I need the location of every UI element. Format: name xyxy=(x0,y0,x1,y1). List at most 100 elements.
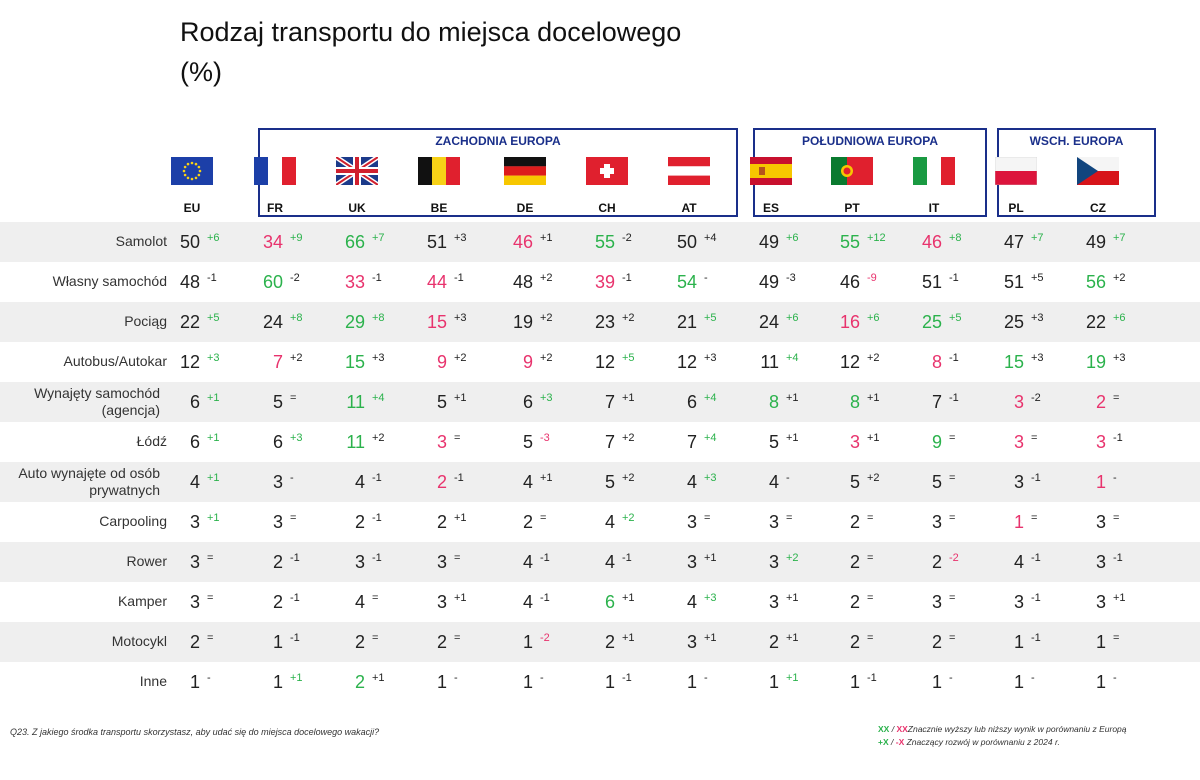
cell-value: 2 xyxy=(768,631,779,652)
table-cell: 1- xyxy=(663,662,708,702)
cell-value: 1 xyxy=(1095,671,1106,692)
table-cell: 55 +12 xyxy=(826,222,886,262)
cell-change: +6 xyxy=(867,312,880,324)
cell-change: +8 xyxy=(372,312,385,324)
table-cell: 23 +2 xyxy=(581,302,635,342)
cell-value: 3 xyxy=(849,431,860,452)
question-footnote: Q23. Z jakiego środka transportu skorzys… xyxy=(10,727,380,737)
table-cell: 2 = xyxy=(1072,382,1119,422)
cell-value: 3 xyxy=(931,511,942,532)
cell-value: 8 xyxy=(768,391,779,412)
row-stripe xyxy=(0,462,1200,502)
cell-value: 12 xyxy=(179,351,200,372)
cell-change: = xyxy=(786,512,793,524)
cell-value: 1 xyxy=(849,671,860,692)
cell-value: 29 xyxy=(344,311,365,332)
cell-change: +1 xyxy=(454,512,467,524)
cell-value: 6 xyxy=(189,431,200,452)
table-cell: 4 +1 xyxy=(499,462,553,502)
group-label: ZACHODNIA EUROPA xyxy=(435,134,561,148)
flag-be-icon xyxy=(418,157,460,185)
cell-value: 56 xyxy=(1085,271,1106,292)
country-code-cz: CZ xyxy=(1090,201,1106,215)
table-cell: 6 +3 xyxy=(249,422,303,462)
cell-value: 1 xyxy=(1013,511,1024,532)
cell-change: = xyxy=(540,512,547,524)
cell-value: 50 xyxy=(179,231,200,252)
cell-value: 22 xyxy=(1085,311,1106,332)
cell-value: 3 xyxy=(1095,591,1106,612)
cell-value: 49 xyxy=(758,231,779,252)
table-cell: 56 +2 xyxy=(1072,262,1126,302)
cell-change: +3 xyxy=(1031,352,1044,364)
cell-change: +3 xyxy=(704,352,717,364)
cell-change: +1 xyxy=(867,432,880,444)
row-label: Motocykl xyxy=(111,633,167,649)
cell-value: 9 xyxy=(931,431,942,452)
cell-value: 5 xyxy=(436,391,447,412)
cell-change: = xyxy=(290,512,297,524)
table-cell: 2 = xyxy=(499,502,546,542)
cell-change: +3 xyxy=(290,432,303,444)
cell-change: +1 xyxy=(207,512,220,524)
cell-change: - xyxy=(949,672,953,684)
cell-change: = xyxy=(1113,512,1120,524)
cell-value: 2 xyxy=(849,631,860,652)
cell-change: +9 xyxy=(290,232,303,244)
cell-value: 51 xyxy=(921,271,942,292)
cell-value: 15 xyxy=(426,311,447,332)
row-label: Rower xyxy=(126,553,167,569)
table-cell: 3 +1 xyxy=(826,422,880,462)
table-cell: 9 = xyxy=(908,422,955,462)
table-cell: 3 = xyxy=(990,422,1037,462)
cell-value: 50 xyxy=(676,231,697,252)
cell-change: = xyxy=(207,552,214,564)
cell-change: = xyxy=(454,432,461,444)
cell-value: 60 xyxy=(262,271,283,292)
cell-change: -3 xyxy=(786,272,796,284)
table-cell: 3 = xyxy=(166,542,213,582)
cell-change: -1 xyxy=(372,512,382,524)
table-cell: 1- xyxy=(1072,462,1117,502)
cell-value: 1 xyxy=(1095,631,1106,652)
table-cell: 4 -1 xyxy=(499,542,550,582)
flag-es-icon xyxy=(750,157,792,185)
table-cell: 2 +1 xyxy=(331,662,385,702)
cell-change: +3 xyxy=(704,472,717,484)
cell-value: 4 xyxy=(522,471,533,492)
cell-change: -1 xyxy=(867,672,877,684)
cell-value: 11 xyxy=(760,351,779,372)
flag-de-icon xyxy=(504,157,546,185)
cell-change: = xyxy=(290,392,297,404)
cell-change: = xyxy=(949,472,956,484)
cell-value: 12 xyxy=(676,351,697,372)
cell-value: 2 xyxy=(189,631,200,652)
cell-value: 3 xyxy=(1013,391,1024,412)
country-code-be: BE xyxy=(430,201,448,215)
cell-change: -2 xyxy=(290,272,300,284)
cell-value: 24 xyxy=(262,311,283,332)
table-cell: 1 -1 xyxy=(826,662,877,702)
cell-change: +1 xyxy=(290,672,303,684)
cell-change: - xyxy=(786,472,790,484)
table-cell: 1 +1 xyxy=(745,662,799,702)
table-cell: 3 -1 xyxy=(331,542,382,582)
cell-change: +1 xyxy=(454,392,467,404)
table-cell: 3 = xyxy=(249,502,296,542)
cell-change: +3 xyxy=(454,232,467,244)
table-cell: 11 +4 xyxy=(331,382,384,422)
cell-value: 1 xyxy=(768,671,779,692)
cell-value: 2 xyxy=(436,471,447,492)
table-cell: 4 +3 xyxy=(663,582,717,622)
cell-value: 4 xyxy=(768,471,779,492)
cell-change: -1 xyxy=(540,592,550,604)
table-cell: 8 +1 xyxy=(745,382,799,422)
table-cell: 19 +2 xyxy=(499,302,553,342)
table-cell: 4 +1 xyxy=(166,462,220,502)
table-cell: 46 +1 xyxy=(499,222,553,262)
table-cell: 3 = xyxy=(908,502,955,542)
cell-value: 49 xyxy=(758,271,779,292)
table-cell: 3 +1 xyxy=(745,582,799,622)
cell-change: = xyxy=(207,592,214,604)
cell-change: +2 xyxy=(622,432,635,444)
